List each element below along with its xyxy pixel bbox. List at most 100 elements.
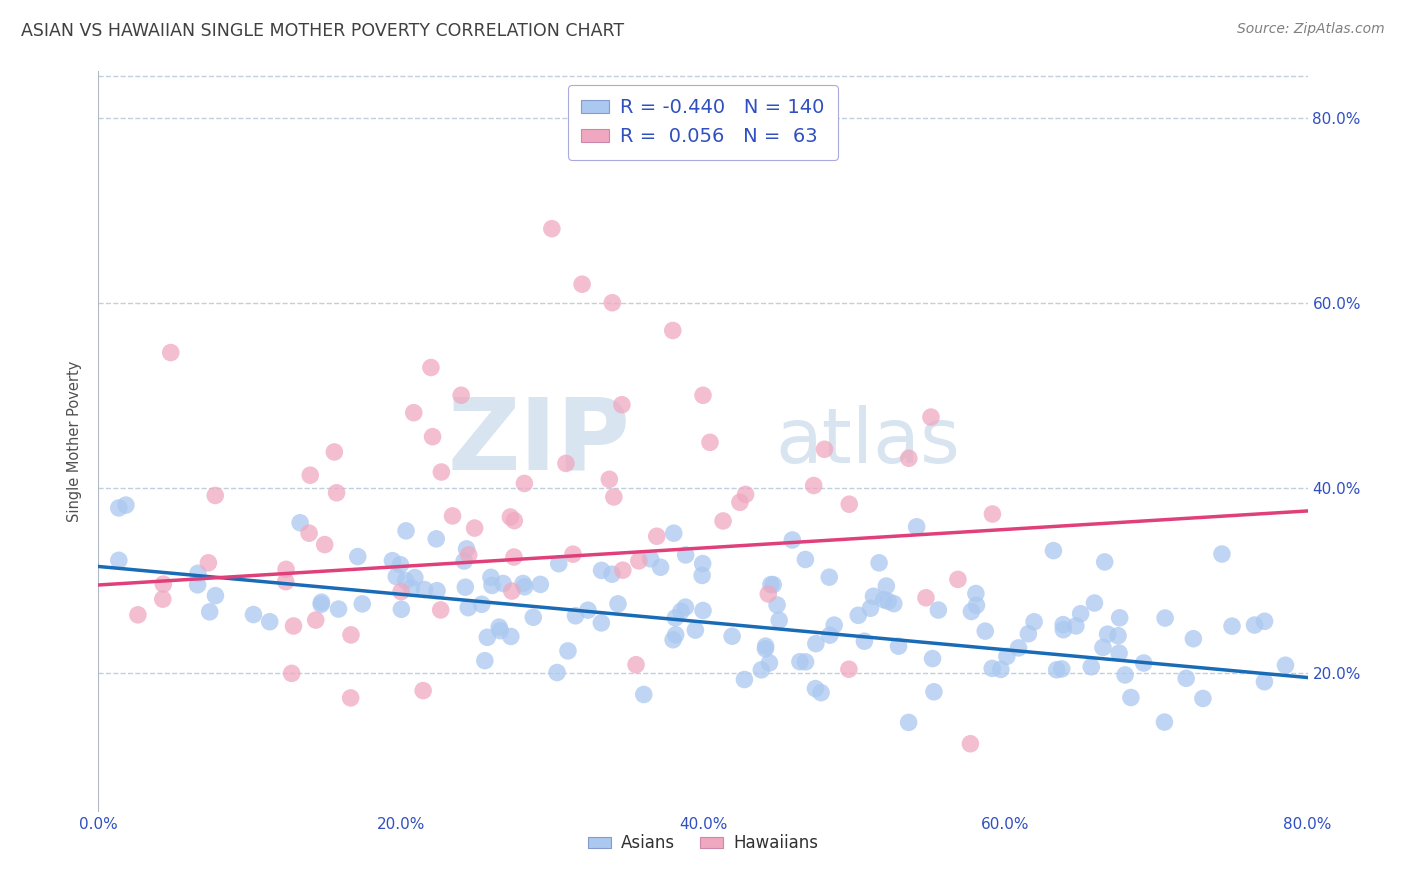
Point bbox=[540, 221, 562, 235]
Text: Source: ZipAtlas.com: Source: ZipAtlas.com bbox=[1237, 22, 1385, 37]
Text: ASIAN VS HAWAIIAN SINGLE MOTHER POVERTY CORRELATION CHART: ASIAN VS HAWAIIAN SINGLE MOTHER POVERTY … bbox=[21, 22, 624, 40]
Point bbox=[868, 556, 890, 570]
Point bbox=[873, 592, 896, 607]
Point bbox=[610, 398, 633, 412]
Point bbox=[389, 584, 412, 599]
Point bbox=[915, 591, 938, 605]
Point bbox=[426, 583, 449, 598]
Point bbox=[501, 584, 523, 599]
Point bbox=[1211, 547, 1233, 561]
Point bbox=[152, 577, 174, 591]
Point bbox=[457, 600, 479, 615]
Point bbox=[905, 520, 928, 534]
Point bbox=[897, 451, 920, 466]
Point bbox=[512, 576, 534, 591]
Point bbox=[339, 690, 361, 705]
Point bbox=[1253, 674, 1275, 689]
Point bbox=[547, 557, 569, 571]
Point bbox=[1052, 617, 1074, 632]
Point bbox=[1253, 615, 1275, 629]
Point bbox=[513, 476, 536, 491]
Point bbox=[152, 592, 174, 607]
Point bbox=[838, 497, 860, 511]
Point bbox=[675, 548, 697, 562]
Point bbox=[453, 554, 475, 568]
Point bbox=[1083, 596, 1105, 610]
Point bbox=[846, 608, 869, 623]
Point bbox=[711, 514, 734, 528]
Point bbox=[420, 360, 443, 375]
Point bbox=[838, 662, 860, 676]
Point bbox=[204, 488, 226, 502]
Point bbox=[1108, 611, 1130, 625]
Point bbox=[187, 566, 209, 581]
Point bbox=[897, 715, 920, 730]
Point bbox=[920, 410, 942, 425]
Point bbox=[489, 624, 512, 638]
Point bbox=[107, 553, 129, 567]
Point bbox=[1094, 555, 1116, 569]
Point bbox=[481, 578, 503, 592]
Point bbox=[756, 587, 779, 601]
Point bbox=[640, 551, 662, 566]
Point bbox=[633, 688, 655, 702]
Point bbox=[662, 632, 685, 647]
Point bbox=[1154, 611, 1177, 625]
Point bbox=[576, 603, 599, 617]
Point bbox=[818, 628, 841, 642]
Point bbox=[557, 644, 579, 658]
Point bbox=[1046, 663, 1069, 677]
Point bbox=[457, 548, 479, 562]
Point bbox=[474, 654, 496, 668]
Point bbox=[394, 574, 416, 588]
Point bbox=[754, 641, 776, 656]
Point bbox=[1274, 658, 1296, 673]
Point bbox=[456, 541, 478, 556]
Point bbox=[127, 607, 149, 622]
Point bbox=[430, 465, 453, 479]
Point bbox=[325, 485, 347, 500]
Point bbox=[513, 580, 536, 594]
Point bbox=[960, 605, 983, 619]
Point bbox=[804, 637, 827, 651]
Point bbox=[591, 563, 613, 577]
Text: atlas: atlas bbox=[776, 405, 960, 478]
Point bbox=[995, 649, 1018, 664]
Point bbox=[471, 597, 494, 611]
Point bbox=[522, 610, 544, 624]
Point bbox=[503, 514, 526, 528]
Point bbox=[1107, 629, 1129, 643]
Point bbox=[328, 602, 350, 616]
Point bbox=[602, 295, 624, 310]
Point bbox=[1091, 640, 1114, 655]
Point bbox=[981, 661, 1004, 675]
Point bbox=[1022, 615, 1045, 629]
Point bbox=[721, 629, 744, 643]
Point bbox=[782, 533, 804, 547]
Point bbox=[1119, 690, 1142, 705]
Point bbox=[197, 556, 219, 570]
Point bbox=[389, 558, 412, 572]
Point bbox=[499, 630, 522, 644]
Point bbox=[645, 529, 668, 543]
Point bbox=[877, 594, 900, 608]
Point bbox=[115, 498, 138, 512]
Point bbox=[990, 662, 1012, 676]
Point bbox=[853, 634, 876, 648]
Point bbox=[395, 524, 418, 538]
Point bbox=[692, 388, 714, 402]
Y-axis label: Single Mother Poverty: Single Mother Poverty bbox=[67, 361, 83, 522]
Point bbox=[323, 445, 346, 459]
Point bbox=[810, 686, 832, 700]
Point bbox=[607, 597, 630, 611]
Text: ZIP: ZIP bbox=[447, 393, 630, 490]
Point bbox=[1243, 618, 1265, 632]
Point bbox=[274, 574, 297, 589]
Point bbox=[749, 663, 772, 677]
Point bbox=[981, 507, 1004, 521]
Point bbox=[413, 582, 436, 597]
Point bbox=[768, 613, 790, 627]
Point bbox=[690, 568, 713, 582]
Point bbox=[311, 595, 333, 609]
Point bbox=[187, 578, 209, 592]
